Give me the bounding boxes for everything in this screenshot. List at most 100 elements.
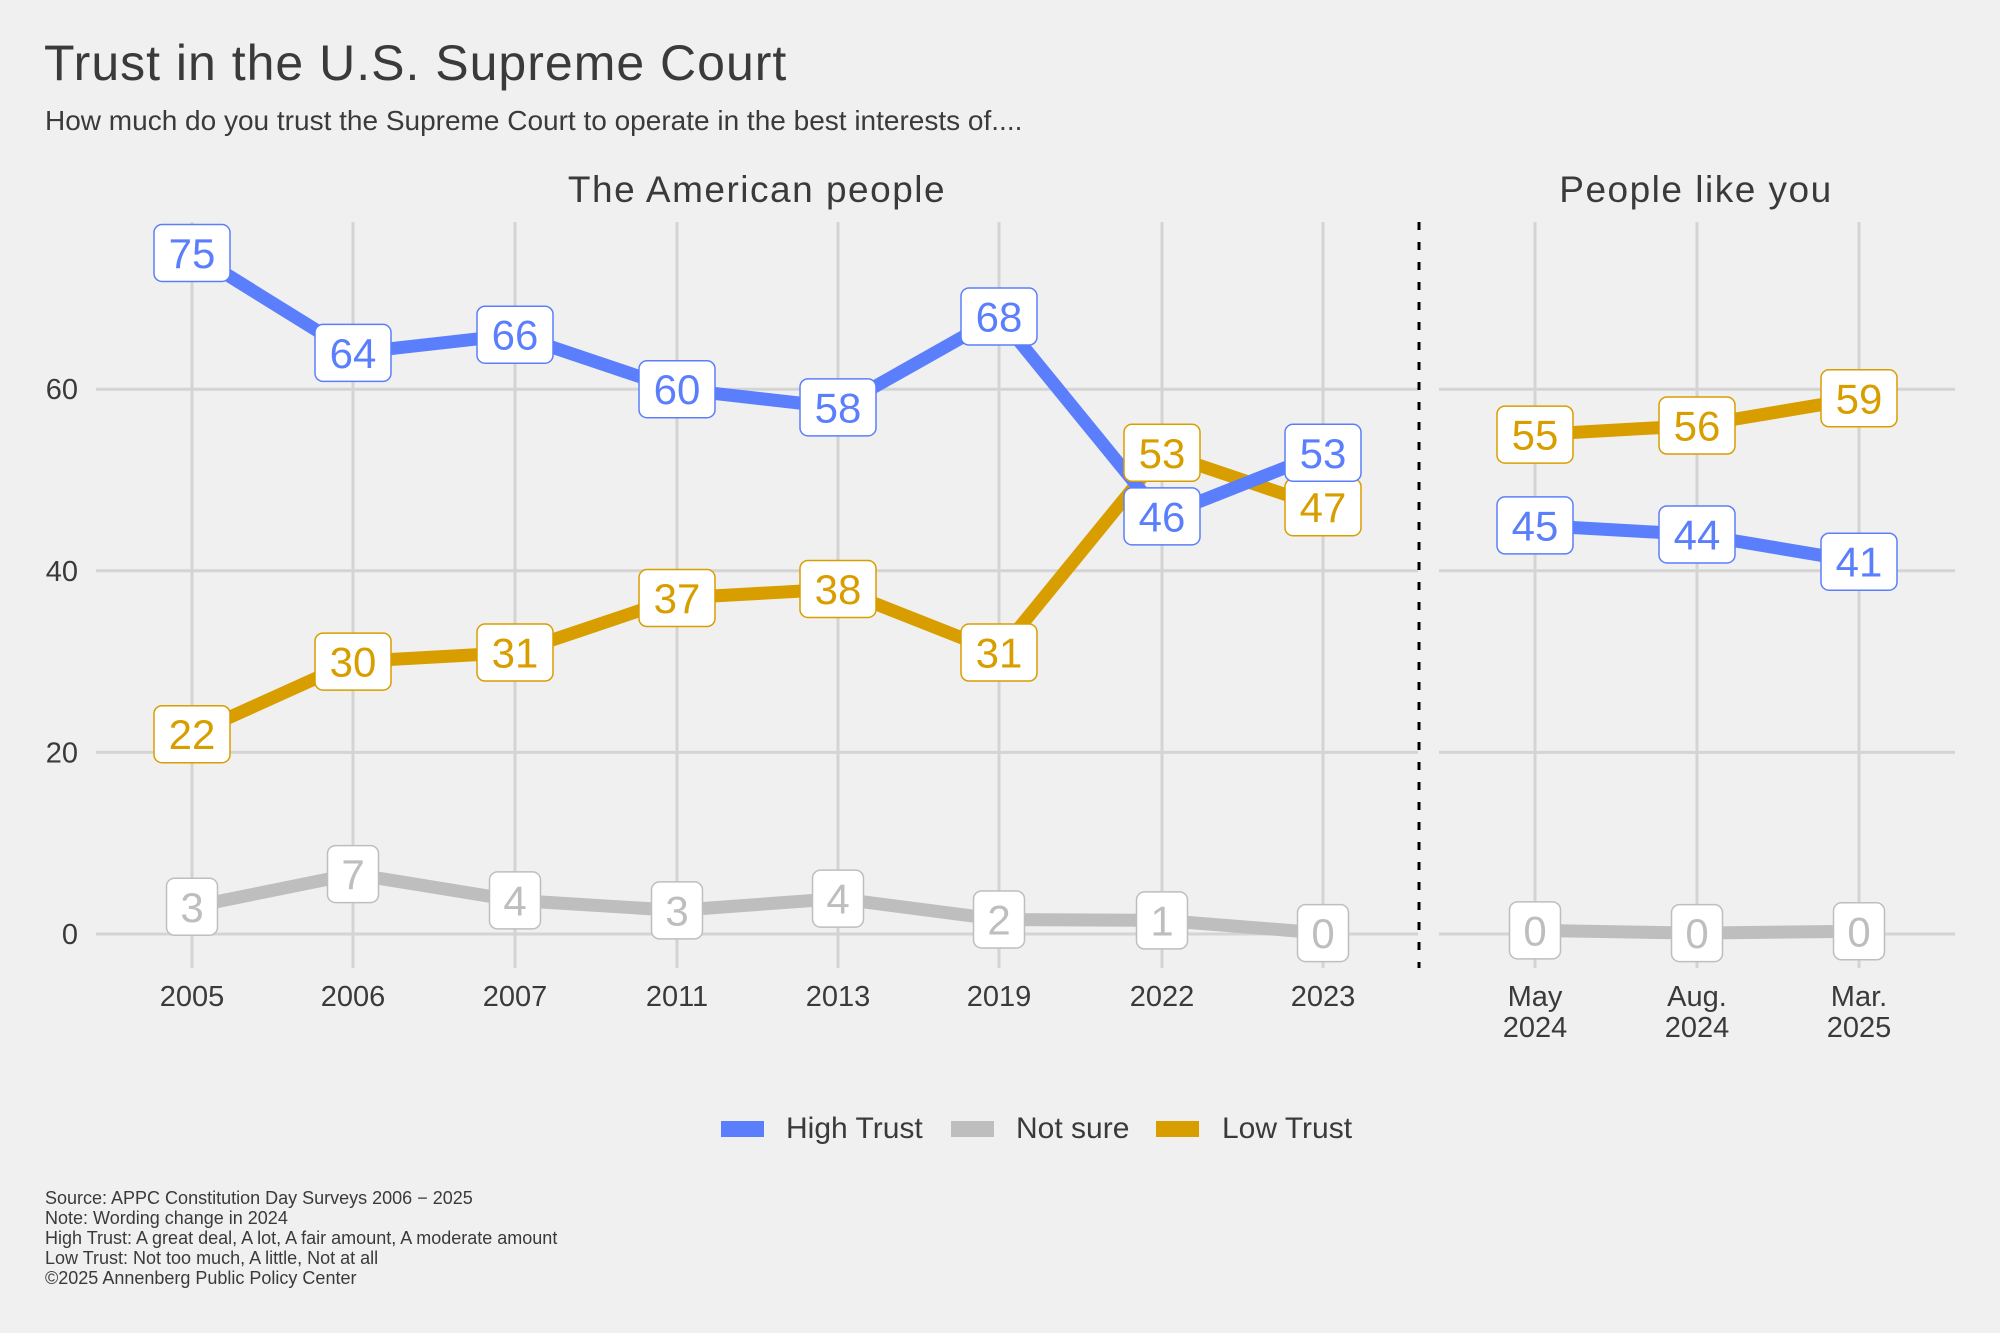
facet-title-american-people: The American people	[568, 169, 946, 210]
data-label-box	[972, 890, 1026, 949]
data-label-box	[960, 623, 1038, 682]
data-label-high-trust-2011: 60	[638, 359, 716, 419]
data-label-text: 66	[492, 312, 539, 359]
data-label-text: 0	[1311, 910, 1334, 957]
data-label-text: 3	[665, 887, 688, 934]
data-label-box	[1508, 901, 1562, 960]
data-label-box	[1832, 902, 1886, 961]
x-tick-label-may-2024: May 2024	[1503, 981, 1568, 1044]
data-label-text: 56	[1674, 403, 1721, 450]
data-label-low-trust-2013: 38	[799, 559, 877, 619]
x-tick-label-2005: 2005	[160, 981, 225, 1013]
data-label-box	[1820, 532, 1898, 591]
data-label-text: 0	[1685, 910, 1708, 957]
data-label-high-trust-2013: 58	[799, 378, 877, 437]
data-label-text: 31	[976, 630, 1023, 677]
data-label-not-sure-2006: 7	[326, 844, 380, 904]
data-label-low-trust-2006: 30	[314, 632, 392, 691]
data-label-not-sure-mar-2025: 0	[1832, 902, 1886, 961]
legend-label-low-trust: Low Trust	[1222, 1112, 1353, 1145]
series-lines	[188, 247, 1861, 940]
data-label-box	[1496, 496, 1574, 555]
data-label-not-sure-2005: 3	[165, 877, 219, 937]
data-label-text: 37	[654, 575, 701, 622]
caption-copyright: ©2025 Annenberg Public Policy Center	[45, 1268, 356, 1288]
data-label-box	[638, 568, 716, 628]
caption-low-trust-def: Low Trust: Not too much, A little, Not a…	[45, 1248, 378, 1268]
data-label-high-trust-2023: 53	[1284, 423, 1362, 483]
y-tick-label-60: 60	[46, 374, 78, 406]
data-label-box	[799, 378, 877, 437]
data-label-not-sure-2022: 1	[1135, 891, 1189, 950]
data-label-box	[1496, 405, 1574, 464]
data-label-low-trust-2022: 53	[1123, 423, 1201, 483]
data-label-box	[1135, 891, 1189, 950]
x-tick-label-2023: 2023	[1291, 981, 1356, 1013]
data-label-high-trust-2006: 64	[314, 323, 392, 383]
data-label-low-trust-aug-2024: 56	[1658, 396, 1736, 455]
data-label-text: 53	[1139, 430, 1186, 477]
data-label-box	[799, 559, 877, 619]
data-label-text: 4	[826, 876, 849, 923]
data-label-text: 55	[1512, 412, 1559, 459]
data-label-text: 53	[1300, 430, 1347, 477]
y-tick-label-20: 20	[46, 737, 78, 769]
data-label-text: 68	[976, 294, 1023, 341]
data-label-box	[1658, 396, 1736, 455]
data-label-box	[153, 704, 231, 764]
legend-swatch-not-sure	[951, 1121, 994, 1137]
legend-label-high-trust: High Trust	[786, 1112, 923, 1145]
y-tick-label-40: 40	[46, 556, 78, 588]
data-label-box	[1123, 423, 1201, 483]
data-label-text: 1	[1150, 897, 1173, 944]
data-label-box	[1296, 903, 1350, 963]
y-axis: 0 20 40 60	[46, 374, 78, 951]
data-label-box	[650, 881, 704, 940]
data-label-text: 31	[492, 630, 539, 677]
x-tick-label-2019: 2019	[967, 981, 1032, 1013]
facet-title-people-like-you: People like you	[1559, 169, 1832, 210]
data-label-box	[1820, 369, 1898, 428]
legend-swatch-low-trust	[1156, 1121, 1199, 1137]
data-label-low-trust-2011: 37	[638, 568, 716, 628]
data-label-high-trust-mar-2025: 41	[1820, 532, 1898, 591]
data-label-box	[476, 623, 554, 682]
data-label-box	[1123, 487, 1201, 546]
data-label-text: 22	[169, 711, 216, 758]
caption-source: Source: APPC Constitution Day Surveys 20…	[45, 1188, 473, 1208]
x-tick-label-2007: 2007	[483, 981, 548, 1013]
data-label-low-trust-2005: 22	[153, 704, 231, 764]
data-label-text: 7	[341, 851, 364, 898]
x-tick-label-2006: 2006	[321, 981, 386, 1013]
data-label-text: 3	[180, 884, 203, 931]
data-label-not-sure-2011: 3	[650, 881, 704, 940]
data-label-text: 58	[815, 384, 862, 431]
data-label-high-trust-aug-2024: 44	[1658, 505, 1736, 564]
data-label-text: 0	[1847, 908, 1870, 955]
data-label-box	[1658, 505, 1736, 564]
data-label-not-sure-2023: 0	[1296, 903, 1350, 963]
data-label-high-trust-2005: 75	[153, 223, 231, 283]
legend-item-high-trust: High Trust	[721, 1112, 923, 1145]
x-axis: 2005 2006 2007 2011 2013 2019 2022 2023 May 2024 A…	[160, 981, 1892, 1044]
data-label-text: 0	[1523, 907, 1546, 954]
data-label-high-trust-2019: 68	[960, 287, 1038, 346]
data-label-text: 75	[169, 230, 216, 277]
line-not-sure-panel-1	[190, 867, 1324, 940]
data-label-box	[638, 359, 716, 419]
data-label-box	[314, 632, 392, 691]
legend-item-low-trust: Low Trust	[1156, 1112, 1353, 1145]
data-label-text: 4	[503, 877, 526, 924]
data-label-text: 41	[1836, 539, 1883, 586]
data-label-low-trust-mar-2025: 59	[1820, 369, 1898, 428]
data-label-box	[1670, 903, 1724, 963]
x-tick-label-mar-2025: Mar. 2025	[1827, 981, 1892, 1044]
caption: Source: APPC Constitution Day Surveys 20…	[45, 1188, 557, 1288]
data-label-box	[488, 871, 542, 930]
data-label-text: 60	[654, 366, 701, 413]
data-label-not-sure-aug-2024: 0	[1670, 903, 1724, 963]
data-label-high-trust-2022: 46	[1123, 487, 1201, 546]
data-label-text: 64	[330, 330, 377, 377]
